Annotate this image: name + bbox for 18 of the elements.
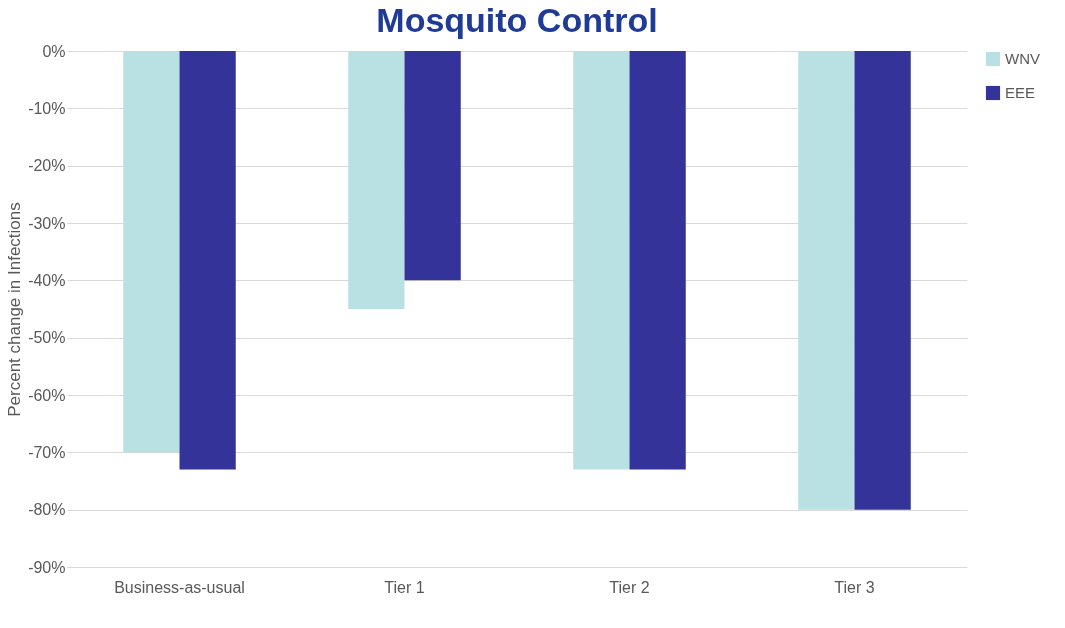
y-axis-title: Percent change in Infections <box>5 202 25 417</box>
x-tick-label: Tier 3 <box>834 578 875 596</box>
y-tick-label: -60% <box>28 386 66 404</box>
y-tick-label: -80% <box>28 501 66 519</box>
y-tick-label: -20% <box>28 157 66 175</box>
legend-label: WNV <box>1005 50 1040 67</box>
x-tick-label: Tier 2 <box>609 578 650 596</box>
y-tick-label: -40% <box>28 271 66 289</box>
x-tick-label: Tier 1 <box>384 578 425 596</box>
legend-label: EEE <box>1005 84 1036 101</box>
y-tick-label: 0% <box>42 42 66 60</box>
y-tick-label: -70% <box>28 443 66 461</box>
y-tick-label: -30% <box>28 214 66 232</box>
chart-title: Mosquito Control <box>376 1 658 39</box>
x-tick-label: Business-as-usual <box>114 578 245 596</box>
y-tick-label: -50% <box>28 329 66 347</box>
y-tick-label: -10% <box>28 99 66 117</box>
y-tick-label: -90% <box>28 558 66 576</box>
